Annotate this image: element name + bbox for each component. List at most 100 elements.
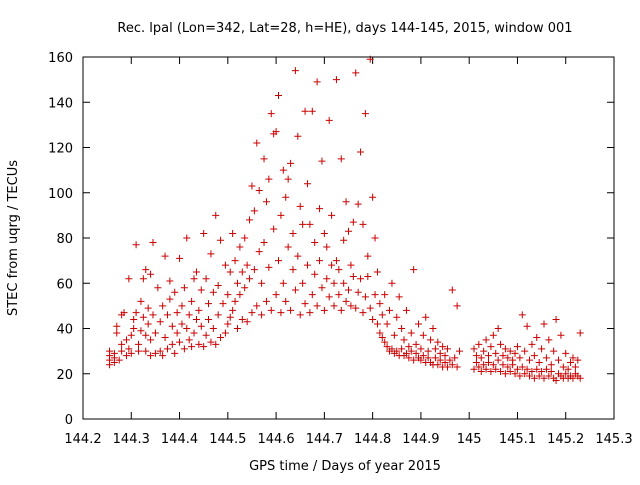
data-point <box>405 343 413 351</box>
data-point <box>192 315 200 323</box>
data-point <box>209 288 217 296</box>
data-point <box>477 354 485 362</box>
data-point <box>180 345 188 353</box>
data-point <box>513 343 521 351</box>
data-point <box>156 347 164 355</box>
data-point <box>424 354 432 362</box>
data-point <box>229 229 237 237</box>
data-point <box>118 347 126 355</box>
data-point <box>284 175 292 183</box>
data-point <box>545 336 553 344</box>
data-point <box>217 236 225 244</box>
data-point <box>429 325 437 332</box>
data-point <box>369 315 377 323</box>
data-point <box>332 257 340 265</box>
data-point <box>323 243 331 251</box>
data-point <box>359 220 367 228</box>
data-point <box>224 291 232 299</box>
data-point <box>306 309 314 317</box>
data-point <box>325 116 333 124</box>
data-point <box>390 331 398 339</box>
data-point <box>395 293 403 301</box>
data-point <box>484 352 492 360</box>
data-point <box>195 306 203 314</box>
data-point <box>364 252 372 260</box>
data-point <box>376 300 384 308</box>
data-point <box>173 329 181 337</box>
data-point <box>538 367 546 375</box>
data-point <box>340 279 348 287</box>
data-point <box>332 76 340 84</box>
y-tick-label: 0 <box>65 413 73 428</box>
data-point <box>171 288 179 296</box>
data-point <box>308 107 316 115</box>
data-point <box>402 306 410 314</box>
data-point <box>530 374 538 382</box>
x-tick-label: 144.5 <box>209 432 246 447</box>
data-point <box>272 128 280 136</box>
data-point <box>378 334 386 342</box>
data-point <box>188 297 196 305</box>
data-point <box>434 338 442 346</box>
data-point <box>197 286 205 294</box>
x-tick-label: 144.8 <box>354 432 391 447</box>
data-point <box>270 225 278 233</box>
data-point <box>173 309 181 317</box>
data-point <box>147 352 155 360</box>
data-point <box>214 282 222 290</box>
data-point <box>282 193 290 201</box>
data-point <box>559 363 567 371</box>
data-point <box>347 302 355 310</box>
data-point <box>504 354 512 362</box>
data-point <box>243 318 251 326</box>
data-point <box>511 370 519 378</box>
data-point <box>526 356 534 364</box>
data-point <box>487 343 495 351</box>
data-point <box>494 356 502 364</box>
data-point <box>516 372 524 380</box>
data-point <box>311 270 319 278</box>
data-point <box>323 275 331 283</box>
data-point <box>316 257 324 265</box>
data-point <box>236 291 244 299</box>
data-point <box>318 284 326 292</box>
data-point <box>482 336 490 344</box>
data-point <box>373 268 381 276</box>
data-point <box>562 349 570 357</box>
data-point <box>262 198 270 206</box>
data-point <box>412 340 420 348</box>
data-point <box>214 311 222 319</box>
data-point <box>492 349 500 357</box>
data-point <box>221 329 229 337</box>
data-point <box>303 180 311 188</box>
data-point <box>311 239 319 247</box>
data-point <box>221 261 229 269</box>
data-point <box>151 329 159 337</box>
data-point <box>200 229 208 237</box>
data-point <box>576 329 584 337</box>
y-tick-label: 80 <box>56 232 73 247</box>
axis-ticks: 144.2 144.3 144.4 144.5 144.6 144.7 144.8 144.9… <box>48 51 632 447</box>
data-point <box>253 302 261 310</box>
data-point <box>277 211 285 219</box>
data-point <box>137 297 145 305</box>
data-point <box>258 279 266 287</box>
data-point <box>233 279 241 287</box>
data-point <box>528 367 536 375</box>
data-point <box>381 338 389 346</box>
x-tick-label: 144.2 <box>64 432 101 447</box>
data-point <box>183 234 191 242</box>
data-point <box>535 358 543 366</box>
data-point <box>166 295 174 303</box>
data-point <box>139 275 147 283</box>
x-tick-label: 145 <box>457 432 482 447</box>
data-point <box>183 325 191 332</box>
data-point <box>303 261 311 269</box>
data-point <box>236 243 244 251</box>
data-point <box>190 329 198 337</box>
data-point <box>472 358 480 366</box>
data-point <box>238 268 246 276</box>
data-point <box>424 347 432 355</box>
data-point <box>212 211 220 219</box>
data-point <box>127 331 135 339</box>
